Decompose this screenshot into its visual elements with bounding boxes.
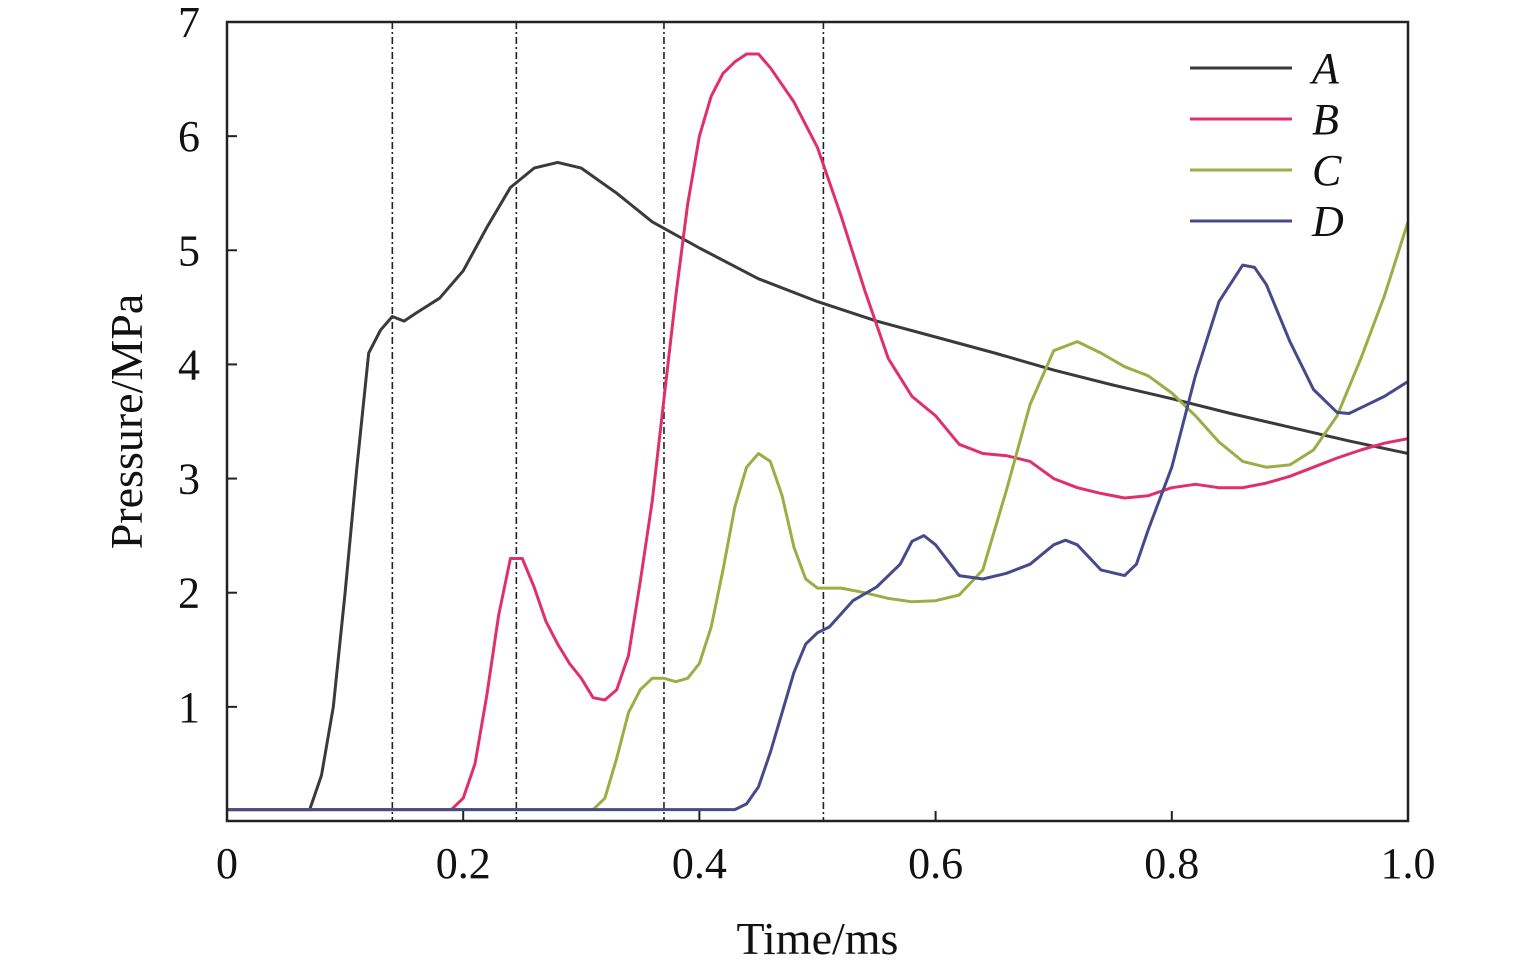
legend-label-d: D — [1311, 197, 1344, 246]
y-axis-title: Pressure/MPa — [101, 294, 152, 550]
y-tick-label: 3 — [178, 455, 200, 504]
legend-label-c: C — [1312, 146, 1342, 195]
y-tick-label: 6 — [178, 112, 200, 161]
y-tick-label: 1 — [178, 683, 200, 732]
y-tick-label: 4 — [178, 340, 200, 389]
y-tick-label: 7 — [178, 0, 200, 47]
x-tick-label: 1.0 — [1381, 839, 1436, 888]
plot-frame — [225, 20, 1410, 823]
y-tick-label: 5 — [178, 226, 200, 275]
legend-label-a: A — [1309, 44, 1340, 93]
x-tick-label: 0.6 — [908, 839, 963, 888]
series-line-b — [227, 52, 1409, 812]
x-tick-label: 0.4 — [672, 839, 727, 888]
series-line-c — [227, 221, 1410, 812]
x-axis: 0 0.2 0.4 0.6 0.8 1.0 — [216, 811, 1436, 888]
legend-label-b: B — [1312, 95, 1339, 144]
x-tick-label: 0.8 — [1144, 839, 1199, 888]
x-tick-label: 0 — [216, 839, 238, 888]
series-line-d — [227, 263, 1409, 812]
series-line-a — [227, 160, 1409, 812]
y-tick-label: 2 — [178, 569, 200, 618]
reference-lines — [391, 22, 825, 821]
x-axis-title: Time/ms — [737, 913, 899, 964]
x-tick-label: 0.2 — [436, 839, 491, 888]
y-axis: 1 2 3 4 5 6 7 — [178, 0, 237, 732]
series-layer — [227, 52, 1410, 812]
